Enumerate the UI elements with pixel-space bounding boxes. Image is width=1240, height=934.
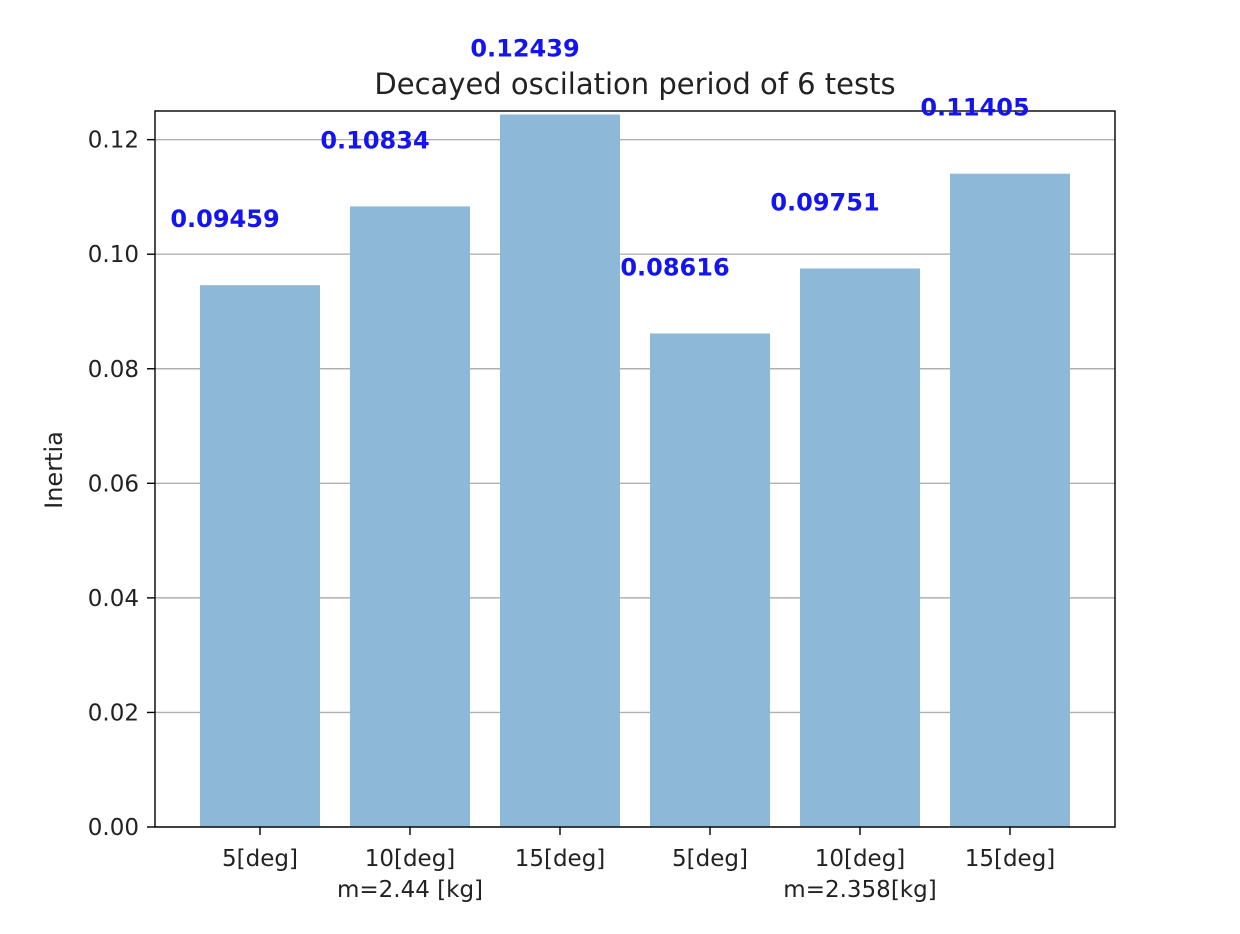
- data-label: 0.09459: [170, 205, 279, 233]
- y-tick-label: 0.06: [88, 471, 139, 497]
- x-tick-label: 5[deg]: [222, 846, 298, 872]
- x-tick-label: 10[deg]: [365, 846, 456, 872]
- data-label: 0.10834: [320, 126, 429, 154]
- y-tick-label: 0.04: [88, 586, 139, 612]
- x-tick-label: 15[deg]: [965, 846, 1056, 872]
- bar: [200, 285, 320, 827]
- group-label: m=2.358[kg]: [783, 877, 936, 903]
- bar: [800, 268, 920, 827]
- y-tick-label: 0.08: [88, 357, 139, 383]
- y-axis-label: Inertia: [40, 431, 68, 509]
- tick-layer: 0.00 0.02 0.04 0.06 0.08 0.10 0.12 5[deg] 10[deg…: [88, 128, 1056, 903]
- x-tick-label: 10[deg]: [815, 846, 906, 872]
- y-tick-label: 0.12: [88, 128, 139, 154]
- y-tick-label: 0.10: [88, 242, 139, 268]
- bar: [350, 206, 470, 828]
- data-label-layer: 0.09459 0.10834 0.12439 0.08616 0.09751 0.114…: [170, 34, 1029, 281]
- y-tick-label: 0.00: [88, 815, 139, 841]
- bar: [500, 114, 620, 827]
- x-tick-label: 5[deg]: [672, 846, 748, 872]
- data-label: 0.11405: [920, 94, 1029, 122]
- data-label: 0.12439: [470, 34, 579, 62]
- data-label: 0.09751: [770, 188, 879, 216]
- plot-frame: [154, 110, 1116, 828]
- chart-title: Decayed oscilation period of 6 tests: [374, 67, 895, 101]
- y-tick-label: 0.02: [88, 700, 139, 726]
- group-label: m=2.44 [kg]: [337, 877, 483, 903]
- bar: [650, 333, 770, 827]
- bar: [950, 173, 1070, 827]
- bar-layer: [200, 114, 1070, 828]
- data-label: 0.08616: [620, 253, 729, 281]
- x-tick-label: 15[deg]: [515, 846, 606, 872]
